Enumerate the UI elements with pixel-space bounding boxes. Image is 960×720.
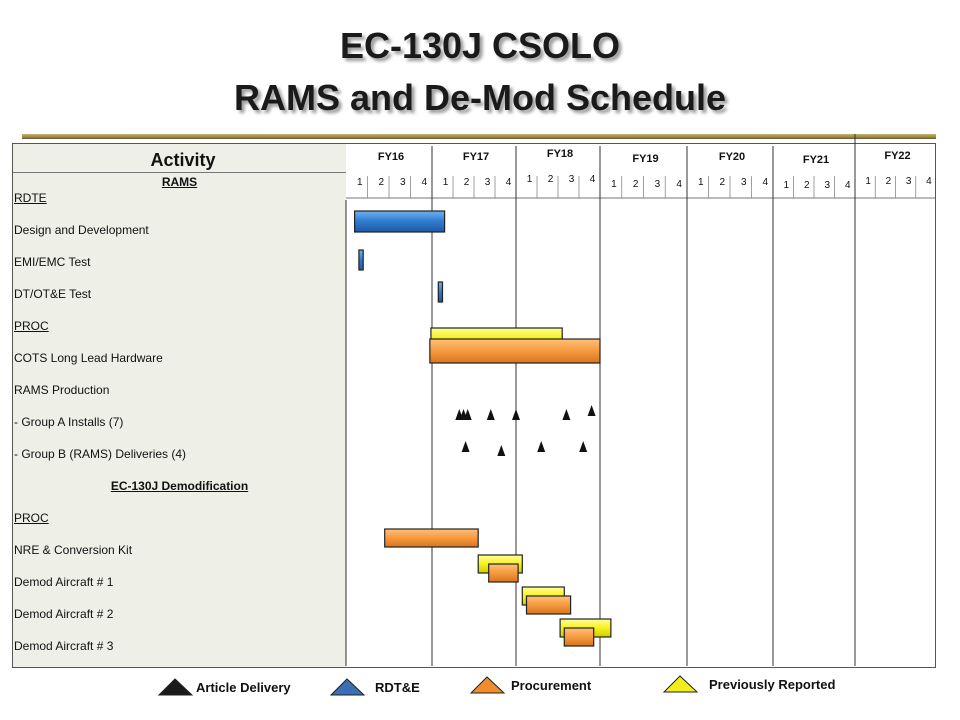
legend-swatch-icon	[663, 675, 699, 693]
gantt-bar-procurement	[488, 563, 519, 583]
legend-swatch-icon	[158, 678, 194, 696]
fiscal-year-label: FY22	[884, 150, 911, 162]
fiscal-year-label: FY20	[718, 151, 746, 163]
activity-row-label: Demod Aircraft # 3	[14, 639, 114, 653]
quarter-label: 3	[484, 177, 491, 188]
fiscal-year-label: FY19	[632, 153, 659, 165]
chart-title-line2: RAMS and De-Mod Schedule	[233, 77, 727, 118]
fiscal-year-label: FY16	[377, 151, 405, 163]
activity-header: Activity	[150, 150, 216, 170]
gantt-bar-rdte	[354, 210, 446, 233]
milestone-marker	[512, 409, 520, 420]
milestone-marker	[562, 409, 571, 420]
activity-row-label: EMI/EMC Test	[14, 255, 91, 269]
activity-panel	[13, 144, 346, 667]
fiscal-year-label: FY17	[462, 151, 490, 163]
gantt-bar-procurement	[429, 338, 601, 364]
quarter-label: 3	[824, 180, 831, 191]
gantt-bar-rdte	[437, 281, 444, 303]
quarter-label: 4	[421, 177, 428, 188]
quarter-label: 3	[905, 176, 912, 187]
quarter-label: 1	[697, 177, 704, 188]
quarter-label: 3	[740, 177, 747, 188]
quarter-label: 3	[654, 179, 661, 190]
quarter-label: 4	[589, 174, 596, 185]
activity-row-label: RAMS Production	[14, 383, 110, 397]
milestone-marker	[486, 409, 495, 420]
fiscal-year-label: FY18	[546, 148, 574, 160]
quarter-label: 1	[356, 177, 363, 188]
quarter-label: 4	[676, 179, 682, 190]
activity-row-label: RAMS	[161, 175, 198, 189]
quarter-label: 3	[568, 174, 575, 185]
activity-row-label: Demod Aircraft # 2	[14, 607, 114, 621]
quarter-label: 2	[547, 174, 554, 185]
legend-label: Article Delivery	[196, 680, 291, 695]
quarter-label: 4	[844, 180, 851, 191]
legend-swatch-icon	[330, 678, 366, 696]
gantt-bar-procurement	[384, 528, 479, 548]
quarter-label: 4	[505, 177, 512, 188]
quarter-label: 2	[885, 176, 892, 187]
activity-row-label: RDTE	[14, 191, 47, 205]
legend-swatch-icon	[470, 676, 506, 694]
quarter-label: 4	[762, 177, 769, 188]
quarter-label: 1	[783, 180, 790, 191]
activity-header-divider	[13, 172, 346, 173]
quarter-label: 2	[719, 177, 726, 188]
activity-row-label: NRE & Conversion Kit	[14, 543, 133, 557]
activity-row-label: PROC	[14, 511, 49, 525]
quarter-label: 1	[865, 176, 871, 187]
gantt-bar-rdte	[358, 249, 364, 271]
milestone-marker	[497, 445, 506, 456]
quarter-label: 2	[803, 180, 810, 191]
activity-row-label: COTS Long Lead Hardware	[14, 351, 163, 365]
quarter-label: 2	[378, 177, 385, 188]
quarter-label: 2	[632, 179, 639, 190]
milestone-marker	[463, 409, 472, 420]
fiscal-year-label: FY21	[802, 154, 830, 166]
milestone-marker	[587, 405, 596, 416]
activity-row-label: EC-130J Demodification	[110, 479, 249, 493]
activity-row-label: Demod Aircraft # 1	[14, 575, 114, 589]
activity-row-label: DT/OT&E Test	[14, 287, 92, 301]
quarter-label: 3	[399, 177, 406, 188]
quarter-label: 4	[926, 176, 932, 187]
chart-title-line1: EC-130J CSOLO	[339, 25, 621, 66]
quarter-label: 2	[463, 177, 470, 188]
activity-row-label: - Group A Installs (7)	[14, 415, 124, 429]
legend-label: RDT&E	[375, 680, 420, 695]
gantt-bar-procurement	[525, 595, 572, 615]
quarter-label: 1	[442, 177, 449, 188]
quarter-label: 1	[526, 174, 533, 185]
milestone-marker	[461, 441, 470, 452]
gantt-bar-procurement	[563, 627, 595, 647]
milestone-marker	[537, 441, 546, 452]
title-rule	[22, 134, 936, 138]
activity-row-label: - Group B (RAMS) Deliveries (4)	[14, 447, 187, 461]
activity-row-label: Design and Development	[14, 223, 149, 237]
legend-label: Procurement	[511, 678, 592, 693]
legend-label: Previously Reported	[709, 677, 836, 692]
title-rule-shadow	[22, 138, 936, 139]
activity-row-label: PROC	[14, 319, 49, 333]
milestone-marker	[579, 441, 588, 452]
quarter-label: 1	[611, 179, 617, 190]
